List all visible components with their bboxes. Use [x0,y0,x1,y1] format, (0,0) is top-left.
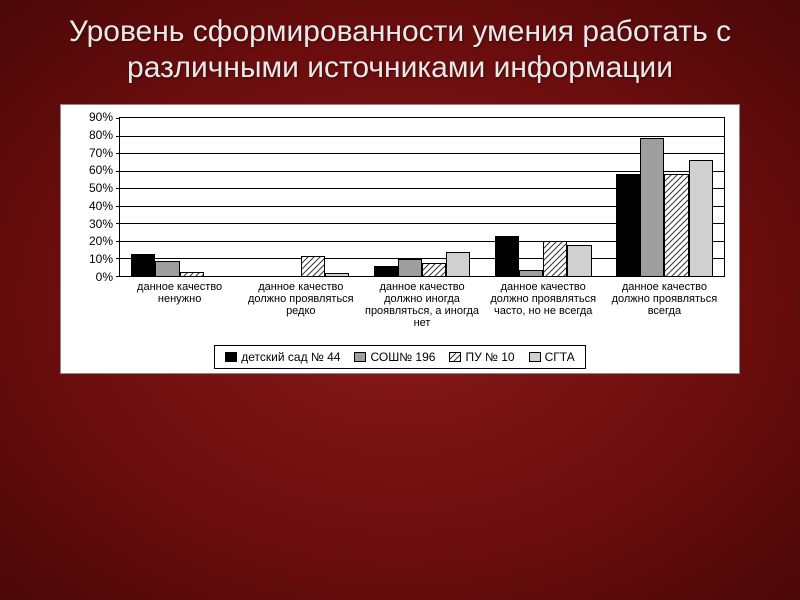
legend-item: СОШ№ 196 [354,350,435,364]
legend-item: детский сад № 44 [225,350,340,364]
y-axis-labels: 0%10%20%30%40%50%60%70%80%90% [71,117,115,277]
bar [495,236,519,277]
bar [325,273,349,277]
x-tick-label: данное качество должно иногда проявлятьс… [361,279,482,343]
bar [155,261,179,277]
y-tick-label: 70% [89,146,113,160]
slide-title: Уровень сформированности умения работать… [0,0,800,86]
y-tick-label: 90% [89,110,113,124]
bar [131,254,155,277]
bar-chart: 0% 10% 20% 30% 40% 50% 60% 70% 80% 90% данное кач… [71,113,731,343]
legend-label: СОШ№ 196 [370,350,435,364]
y-tick-label: 30% [89,217,113,231]
chart-legend: детский сад № 44 СОШ№ 196 ПУ № 10 СГТА [214,345,585,369]
bar [422,263,446,277]
legend-label: ПУ № 10 [465,350,514,364]
x-axis-labels: данное качество ненужноданное качество д… [119,279,725,343]
legend-label: детский сад № 44 [241,350,340,364]
y-tick-label: 10% [89,252,113,266]
y-tick-label: 0% [96,270,113,284]
bar [640,138,664,277]
y-tick-label: 80% [89,128,113,142]
y-tick-label: 50% [89,181,113,195]
bar [689,160,713,277]
legend-item: ПУ № 10 [449,350,514,364]
legend-swatch [529,352,541,362]
bars-layer [119,117,725,277]
legend-swatch [354,352,366,362]
bar [664,174,688,277]
y-tick-label: 60% [89,163,113,177]
legend-swatch [225,352,237,362]
legend-item: СГТА [529,350,575,364]
x-tick-label: данное качество ненужно [119,279,240,343]
y-tick-label: 20% [89,234,113,248]
x-tick-label: данное качество должно проявляться редко [240,279,361,343]
bar [567,245,591,277]
bar [446,252,470,277]
x-tick-label: данное качество должно проявляться часто… [483,279,604,343]
legend-label: СГТА [545,350,575,364]
bar [374,266,398,277]
bar [180,272,204,277]
bar [543,241,567,277]
bar [519,270,543,277]
legend-swatch [449,352,461,362]
y-tick-label: 40% [89,199,113,213]
bar [301,256,325,277]
x-tick-label: данное качество должно проявляться всегд… [604,279,725,343]
bar [616,174,640,277]
chart-container: 0% 10% 20% 30% 40% 50% 60% 70% 80% 90% данное кач… [60,104,740,374]
bar [398,259,422,277]
